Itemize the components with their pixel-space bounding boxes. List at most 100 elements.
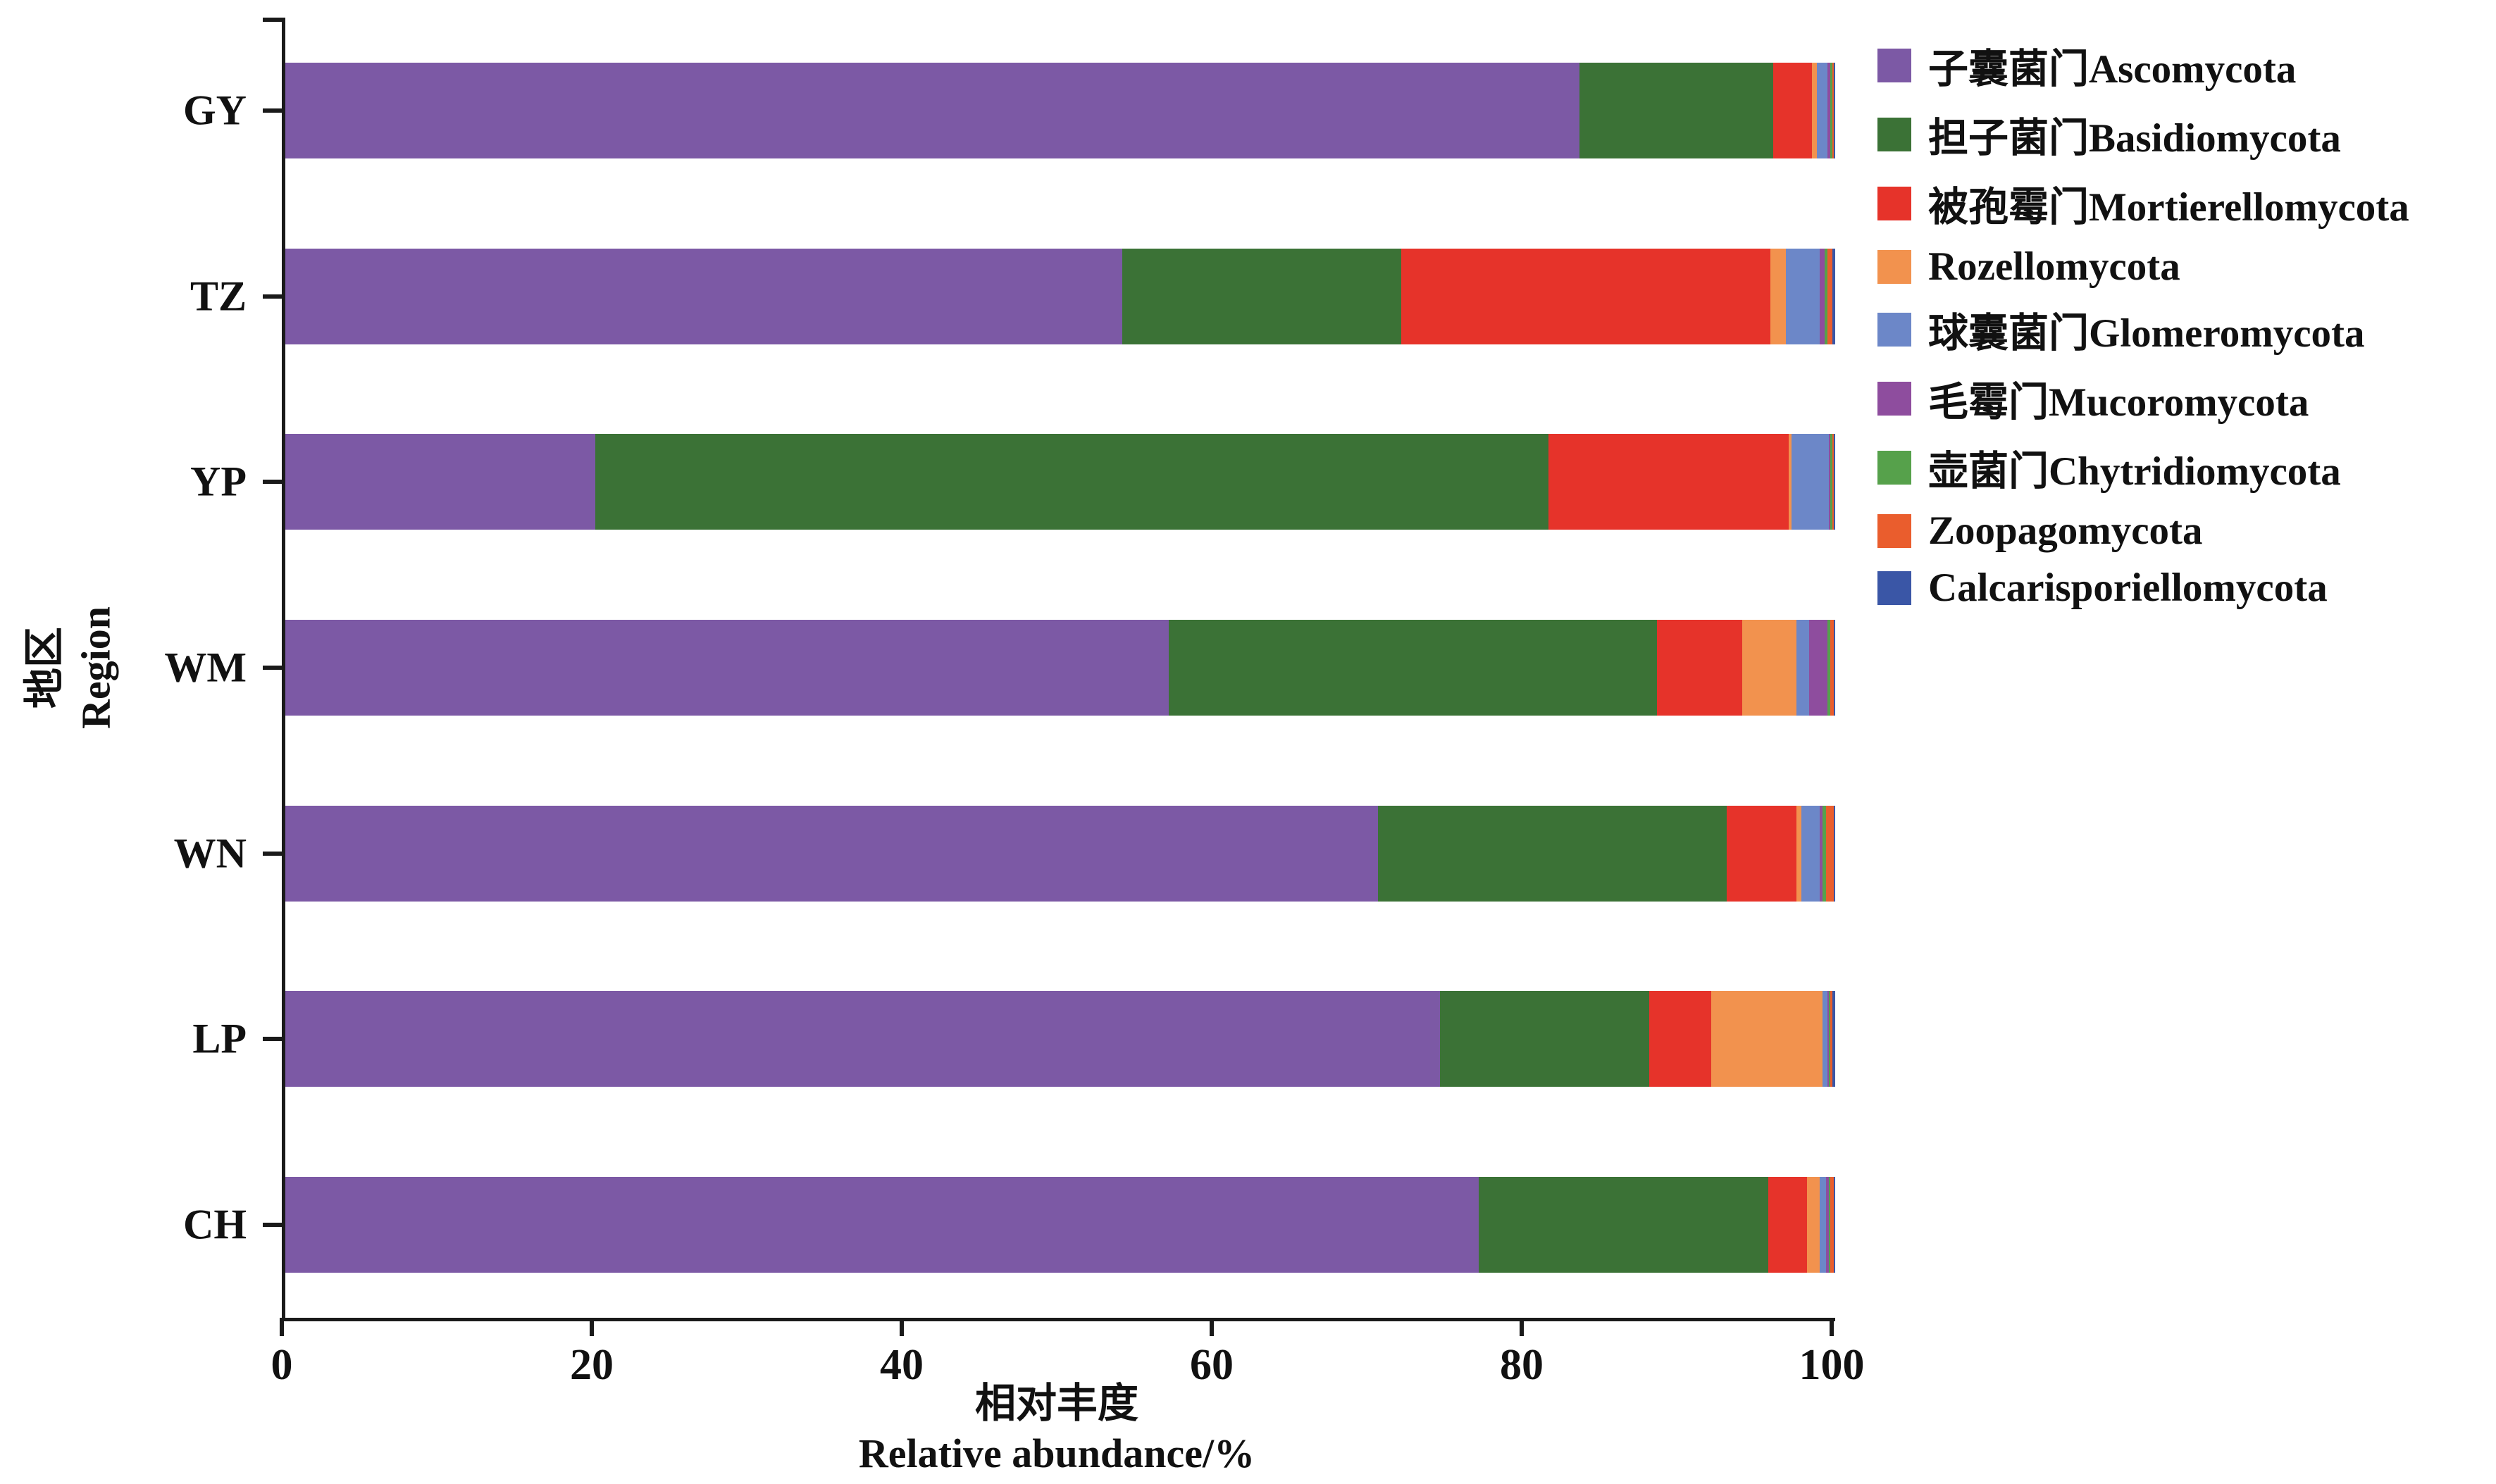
bar-segment	[1829, 1177, 1831, 1273]
bar-segment	[1830, 434, 1832, 530]
y-tick-label: WM	[164, 644, 247, 691]
bar-segment	[1827, 619, 1831, 716]
y-axis-title-zh: 地区	[21, 627, 68, 709]
bar-row-ch: CH	[183, 1177, 1835, 1273]
legend-swatch	[1877, 118, 1911, 151]
legend-swatch	[1877, 187, 1911, 220]
bar-segment	[1827, 62, 1831, 158]
legend-swatch	[1877, 49, 1911, 82]
legend-item: 壶菌门Chytridiomycota	[1877, 439, 2409, 497]
y-tick-label: LP	[192, 1015, 247, 1062]
bar-segment	[1440, 991, 1649, 1087]
legend-label: Rozellomycota	[1928, 244, 2180, 289]
stacked-bar	[285, 248, 1835, 344]
bar-segment	[285, 805, 1378, 902]
x-axis-ticks: 0 20 40 60 80 100	[271, 1318, 1865, 1438]
stacked-bar	[285, 991, 1835, 1087]
x-tick-mark	[280, 1318, 284, 1336]
bar-segment	[1796, 805, 1801, 902]
bar-segment	[1122, 248, 1401, 344]
bar-segment	[1823, 805, 1826, 902]
bar-segment	[1832, 248, 1835, 344]
x-tick-label: 40	[880, 1341, 924, 1389]
bar-segment	[1825, 805, 1834, 902]
bar-row-tz: TZ	[190, 248, 1835, 344]
bar-segment	[1711, 991, 1823, 1087]
legend-swatch	[1877, 382, 1911, 416]
x-tick-mark	[1830, 1318, 1834, 1336]
bar-segment	[1649, 991, 1711, 1087]
bar-segment	[1792, 434, 1830, 530]
x-tick-mark	[1520, 1318, 1524, 1336]
bar-segment	[1830, 1177, 1834, 1273]
bar-segment	[285, 62, 1579, 158]
bar-segment	[1727, 805, 1796, 902]
x-axis-title: 相对丰度 Relative abundance/%	[282, 1379, 1832, 1479]
bar-segment	[1479, 1177, 1769, 1273]
legend-label: 被孢霉门Mortierellomycota	[1928, 185, 2409, 230]
bar-segment	[1401, 248, 1770, 344]
bar-row-yp: YP	[190, 434, 1835, 530]
legend-swatch	[1877, 451, 1911, 485]
y-tick-label: GY	[183, 87, 247, 134]
bar-row-gy: GY	[183, 62, 1835, 158]
stacked-bar	[285, 434, 1835, 530]
y-tick-label: WN	[173, 830, 247, 877]
legend-item: 担子菌门Basidiomycota	[1877, 106, 2409, 163]
x-tick-label: 80	[1500, 1341, 1544, 1389]
stacked-bar	[285, 805, 1835, 902]
y-axis-title: 地区 Region	[20, 606, 122, 729]
legend-label: Zoopagomycota	[1928, 509, 2203, 553]
bar-segment	[1819, 1177, 1826, 1273]
bar-segment	[1770, 248, 1786, 344]
legend-item: 子囊菌门Ascomycota	[1877, 37, 2409, 94]
legend-label: 子囊菌门Ascomycota	[1928, 47, 2297, 92]
bar-segment	[285, 1177, 1479, 1273]
legend-item: Calcarisporiellomycota	[1877, 565, 2409, 611]
bar-segment	[1169, 619, 1657, 716]
legend-swatch	[1877, 313, 1911, 347]
bar-segment	[1801, 805, 1820, 902]
y-tick-mark	[263, 1037, 282, 1042]
bar-segment	[1829, 434, 1831, 530]
bar-segment	[1812, 62, 1817, 158]
legend-item: Zoopagomycota	[1877, 508, 2409, 554]
bar-segment	[1830, 619, 1834, 716]
legend-label: 球囊菌门Glomeromycota	[1928, 311, 2365, 356]
x-axis-title-en: Relative abundance/%	[858, 1430, 1255, 1476]
bar-segment	[1796, 619, 1809, 716]
bar-segment	[1823, 991, 1827, 1087]
bar-segment	[1579, 62, 1773, 158]
bar-segment	[1829, 991, 1831, 1087]
bar-segment	[1833, 434, 1835, 530]
x-tick-mark	[590, 1318, 594, 1336]
bar-segment	[1830, 62, 1832, 158]
y-tick-mark	[263, 480, 282, 485]
x-tick-mark	[900, 1318, 904, 1336]
bar-segment	[285, 248, 1122, 344]
bar-segment	[1742, 619, 1796, 716]
bar-segment	[1833, 619, 1835, 716]
bar-segment	[1816, 62, 1827, 158]
bar-segment	[1789, 434, 1792, 530]
bar-segment	[1827, 248, 1832, 344]
bar-segment	[1773, 62, 1812, 158]
x-tick-label: 0	[271, 1341, 293, 1389]
bar-segment	[595, 434, 1548, 530]
bar-segment	[1657, 619, 1742, 716]
bar-segment	[1785, 248, 1820, 344]
x-tick-label: 20	[570, 1341, 614, 1389]
y-tick-mark	[263, 665, 282, 670]
plot-area: GY TZ YP WM WN LP CH	[164, 18, 1835, 1321]
legend: 子囊菌门Ascomycota 担子菌门Basidiomycota 被孢霉门Morti…	[1877, 37, 2409, 611]
bar-segment	[1825, 1177, 1830, 1273]
bar-segment	[1548, 434, 1789, 530]
y-tick-label: YP	[190, 458, 247, 505]
y-tick-mark	[263, 851, 282, 856]
stacked-bar	[285, 619, 1835, 716]
y-tick-mark	[263, 294, 282, 299]
bar-segment	[1378, 805, 1727, 902]
bar-segment	[285, 434, 595, 530]
x-tick-label: 100	[1799, 1341, 1865, 1389]
